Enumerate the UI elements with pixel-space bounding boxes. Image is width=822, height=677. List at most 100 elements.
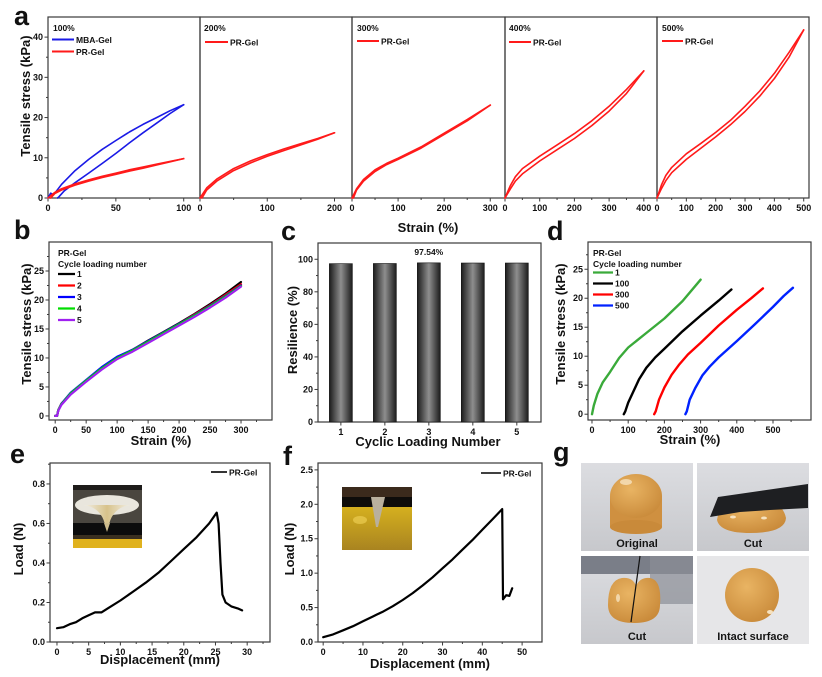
x-tick-label: 300	[234, 425, 249, 435]
y-tick-label: 10	[34, 353, 44, 363]
photo-cut-blade: Cut	[697, 463, 809, 551]
x-tick-label: 1	[338, 427, 343, 437]
curve-cycle-1	[590, 278, 702, 416]
x-tick-label: 100	[679, 203, 694, 213]
plot-frame	[49, 462, 271, 643]
y-tick-label: 1.0	[300, 568, 313, 578]
legend-label-pr-gel: PR-Gel	[381, 37, 409, 47]
curve-cycle-100	[622, 288, 733, 416]
bar-cycle-5	[505, 262, 529, 423]
x-tick-label: 20	[179, 647, 189, 657]
legend-label-pr-gel: PR-Gel	[76, 47, 104, 57]
legend-label-3: 3	[77, 292, 82, 302]
x-tick-label: 40	[477, 647, 487, 657]
legend-title: 100%	[53, 23, 75, 33]
x-tick-label: 0	[502, 203, 507, 213]
curve-pr-gel-unloading	[49, 157, 185, 199]
x-tick-label: 10	[358, 647, 368, 657]
curve-load-displacement	[322, 508, 514, 639]
x-tick-label: 0	[197, 203, 202, 213]
x-tick-label: 300	[602, 203, 617, 213]
bar-cycle-3	[417, 262, 441, 423]
subplot-a-500pct: 0 100 200 300 400 500	[654, 16, 811, 213]
y-tick-label: 5	[39, 382, 44, 392]
x-tick-label: 100	[260, 203, 275, 213]
bar-cycle-4	[461, 262, 485, 423]
legend-label-pr-gel: PR-Gel	[230, 38, 258, 48]
chart-e: 0 5 10 15 20 25 30 0.0 0.2 0.4 0.6 0.8	[32, 462, 271, 657]
x-tick-label: 100	[110, 425, 125, 435]
y-tick-label: 25	[34, 266, 44, 276]
x-tick-label: 5	[86, 647, 91, 657]
y-tick-label: 0.6	[32, 518, 45, 528]
y-tick-label: 0.0	[300, 637, 313, 647]
legend-label-pr-gel: PR-Gel	[533, 38, 561, 48]
curve-pr-gel-loading	[351, 104, 492, 199]
curve-pr-gel-unloading	[352, 104, 492, 199]
x-tick-label: 0	[654, 203, 659, 213]
photo-caption: Cut	[744, 538, 763, 550]
photo-intact-surface: Intact surface	[697, 556, 809, 644]
x-tick-label: 400	[636, 203, 651, 213]
plot-frame	[587, 241, 812, 421]
chart-d: 0 100 200 300 400 500 0 5 10 15 20 25	[573, 241, 812, 435]
curve-pr-gel-loading	[199, 132, 336, 199]
x-axis-title-f: Displacement (mm)	[370, 656, 490, 671]
legend-e: PR-Gel	[211, 468, 257, 478]
legend-label-1: 1	[77, 269, 82, 279]
x-tick-label: 4	[470, 427, 475, 437]
y-tick-label: 15	[573, 322, 583, 332]
y-tick-label: 30	[33, 72, 43, 82]
x-axis-title-d: Strain (%)	[660, 432, 721, 447]
subplot-a-100pct: 0 50 100 0 10 20 30 40	[33, 16, 201, 213]
legend-a-200: 200% PR-Gel	[204, 23, 258, 48]
subplot-a-300pct: 0 100 200 300	[349, 16, 506, 213]
legend-title: 300%	[357, 23, 379, 33]
x-tick-label: 200	[172, 425, 187, 435]
x-tick-label: 150	[141, 425, 156, 435]
y-tick-label: 2.5	[300, 465, 313, 475]
y-axis-title-b: Tensile stress (kPa)	[19, 263, 34, 384]
y-tick-label: 20	[303, 384, 313, 394]
panel-label-d: d	[547, 216, 564, 246]
panel-label-g: g	[553, 437, 570, 467]
y-tick-label: 0.5	[300, 603, 313, 613]
x-tick-label: 500	[796, 203, 811, 213]
y-tick-label: 0	[578, 409, 583, 419]
y-tick-label: 10	[33, 153, 43, 163]
y-tick-label: 40	[303, 352, 313, 362]
x-tick-label: 15	[147, 647, 157, 657]
x-tick-label: 100	[176, 203, 191, 213]
legend-a-300: 300% PR-Gel	[357, 23, 409, 47]
legend-label-300: 300	[615, 290, 629, 300]
legend-label-pr-gel: PR-Gel	[503, 469, 531, 479]
y-axis-title-d: Tensile stress (kPa)	[553, 263, 568, 384]
y-tick-label: 20	[34, 295, 44, 305]
y-tick-label: 2.0	[300, 499, 313, 509]
subplot-a-200pct: 0 100 200	[197, 16, 353, 213]
legend-title: PR-Gel	[593, 248, 621, 258]
plot-frame	[48, 241, 273, 421]
x-tick-label: 30	[438, 647, 448, 657]
x-tick-label: 250	[203, 425, 218, 435]
curve-pr-gel-loading	[656, 29, 805, 199]
legend-label-1: 1	[615, 268, 620, 278]
x-tick-label: 100	[532, 203, 547, 213]
x-axis-title-e: Displacement (mm)	[100, 652, 220, 667]
photo-caption: Intact surface	[717, 631, 789, 643]
legend-label-5: 5	[77, 315, 82, 325]
x-axis-title-c: Cyclic Loading Number	[355, 434, 500, 449]
y-tick-label: 60	[303, 319, 313, 329]
curve-mba-gel-unloading	[56, 103, 185, 199]
x-tick-label: 500	[765, 425, 780, 435]
inset-photo-e-cone-tearing	[73, 485, 142, 548]
x-tick-label: 0	[589, 425, 594, 435]
chart-c: 0 20 40 60 80 100 1 2 3 4 5 97.54%	[298, 242, 542, 437]
legend-label-mba-gel: MBA-Gel	[76, 35, 112, 45]
x-tick-label: 400	[729, 425, 744, 435]
y-tick-label: 0.4	[32, 558, 45, 568]
photo-original: Original	[581, 463, 693, 551]
y-tick-label: 1.5	[300, 534, 313, 544]
